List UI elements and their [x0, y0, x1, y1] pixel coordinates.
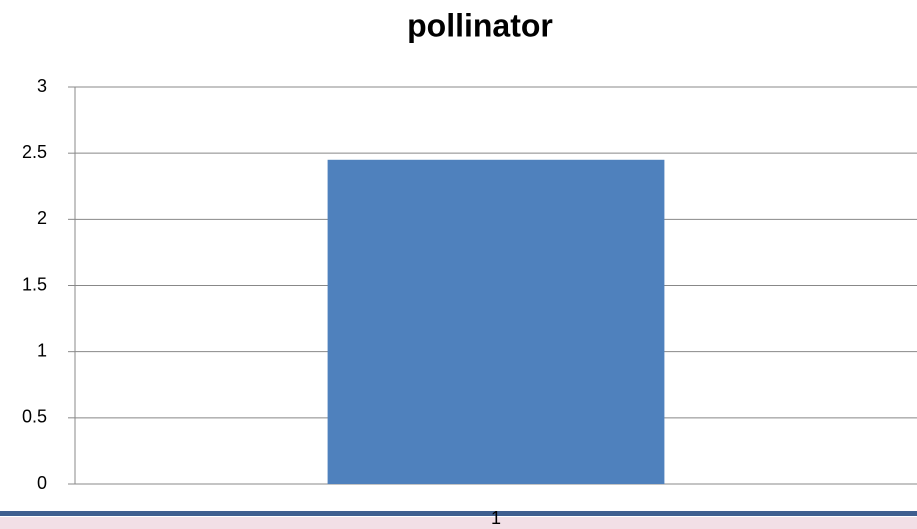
y-tick-label: 3	[37, 76, 47, 96]
y-tick-label: 0	[37, 473, 47, 493]
bottom-rule	[0, 511, 917, 516]
bar	[327, 159, 665, 485]
x-tick-label: 1	[491, 508, 501, 528]
y-tick-label: 0.5	[22, 407, 47, 427]
chart-title: pollinator	[407, 7, 553, 43]
bottom-band	[0, 517, 917, 529]
y-tick-label: 2	[37, 208, 47, 228]
y-tick-label: 2.5	[22, 142, 47, 162]
y-tick-label: 1.5	[22, 274, 47, 294]
y-tick-label: 1	[37, 340, 47, 360]
